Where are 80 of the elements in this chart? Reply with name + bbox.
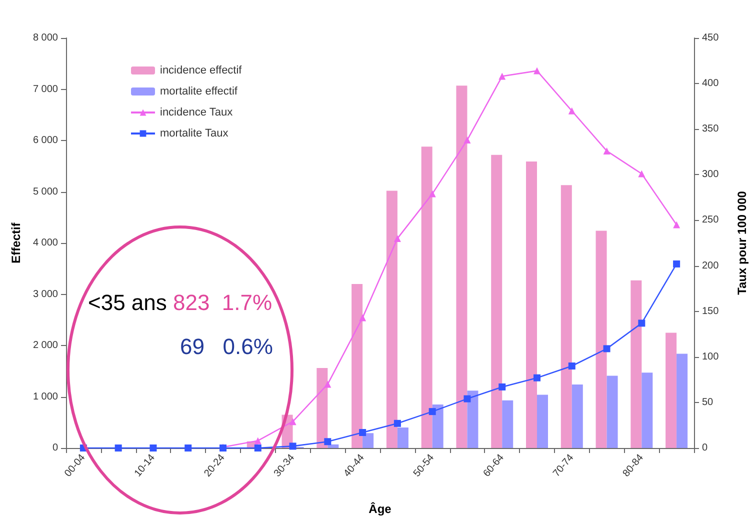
y-tick-label: 5 000 [32,186,58,198]
bar [560,185,572,448]
y2-tick-label: 250 [702,214,720,226]
point [428,190,436,198]
point [464,136,471,144]
point [254,437,262,444]
point [254,444,262,452]
bar [606,376,618,448]
point [150,444,157,452]
bar [596,230,607,448]
y-tick-label: 4 000 [32,238,58,248]
y2-tick-label: 400 [702,78,720,90]
bar [362,433,374,448]
y-tick-label: 7 000 [32,84,58,95]
bar [666,332,677,448]
point [534,374,540,382]
y2-tick-label: 100 [702,351,720,362]
y-tick-label: 2 000 [32,340,58,351]
legend-label: incidence effectif [160,64,243,76]
point [673,221,680,228]
x-axis-title: Âge [368,502,392,516]
point [324,380,332,388]
legend-label: mortalite effectif [160,86,238,98]
point [289,418,296,426]
bar [676,354,688,448]
point [638,320,646,327]
point [498,383,506,390]
point [638,170,646,178]
point [359,429,366,436]
bar [432,404,444,448]
bar [572,384,583,448]
annotation: 823 1.7% [173,290,272,316]
y-tick-label: 3 000 [32,288,58,300]
bar [502,400,514,448]
bar [456,86,468,448]
point [603,345,610,352]
y-tick-label: 0 [52,442,58,454]
point [394,420,401,427]
y2-tick-label: 450 [702,32,720,44]
legend-label: incidence Taux [160,106,234,118]
annotation: <35 ans [88,290,167,316]
point [114,444,122,452]
y2-tick-label: 200 [702,260,720,272]
bar [642,372,653,448]
y-tick-label: 1 000 [32,391,58,402]
point [464,395,471,402]
bar [526,162,537,448]
bar [630,280,642,448]
y2-tick-label: 150 [702,306,720,317]
y-tick-label: 6 000 [32,135,58,146]
point [184,444,192,452]
point [394,234,401,242]
point [428,408,436,416]
bar [397,428,408,448]
y2-tick-label: 50 [702,396,714,408]
bar [386,190,398,448]
y2-tick-label: 0 [702,442,708,454]
bar [491,154,502,448]
bar [421,146,432,448]
y2-tick-label: 300 [702,169,720,180]
point [498,72,506,80]
point [568,362,576,370]
point [289,442,296,450]
point [568,107,576,114]
annotation: 69 0.6% [180,334,273,360]
y2-axis-title: Taux pour 100 000 [735,190,749,295]
y2-tick-label: 350 [702,124,720,135]
point [673,260,680,268]
bar [328,444,339,448]
point [534,67,540,74]
point [603,147,610,154]
bar [352,284,363,448]
legend-label: mortalite Taux [160,128,229,140]
bar [316,368,328,448]
bar [467,390,478,448]
point [359,314,366,322]
y-tick-label: 8 000 [32,32,58,44]
y-axis-title: Effectif [9,222,24,264]
point [324,438,332,446]
bar [537,394,548,448]
